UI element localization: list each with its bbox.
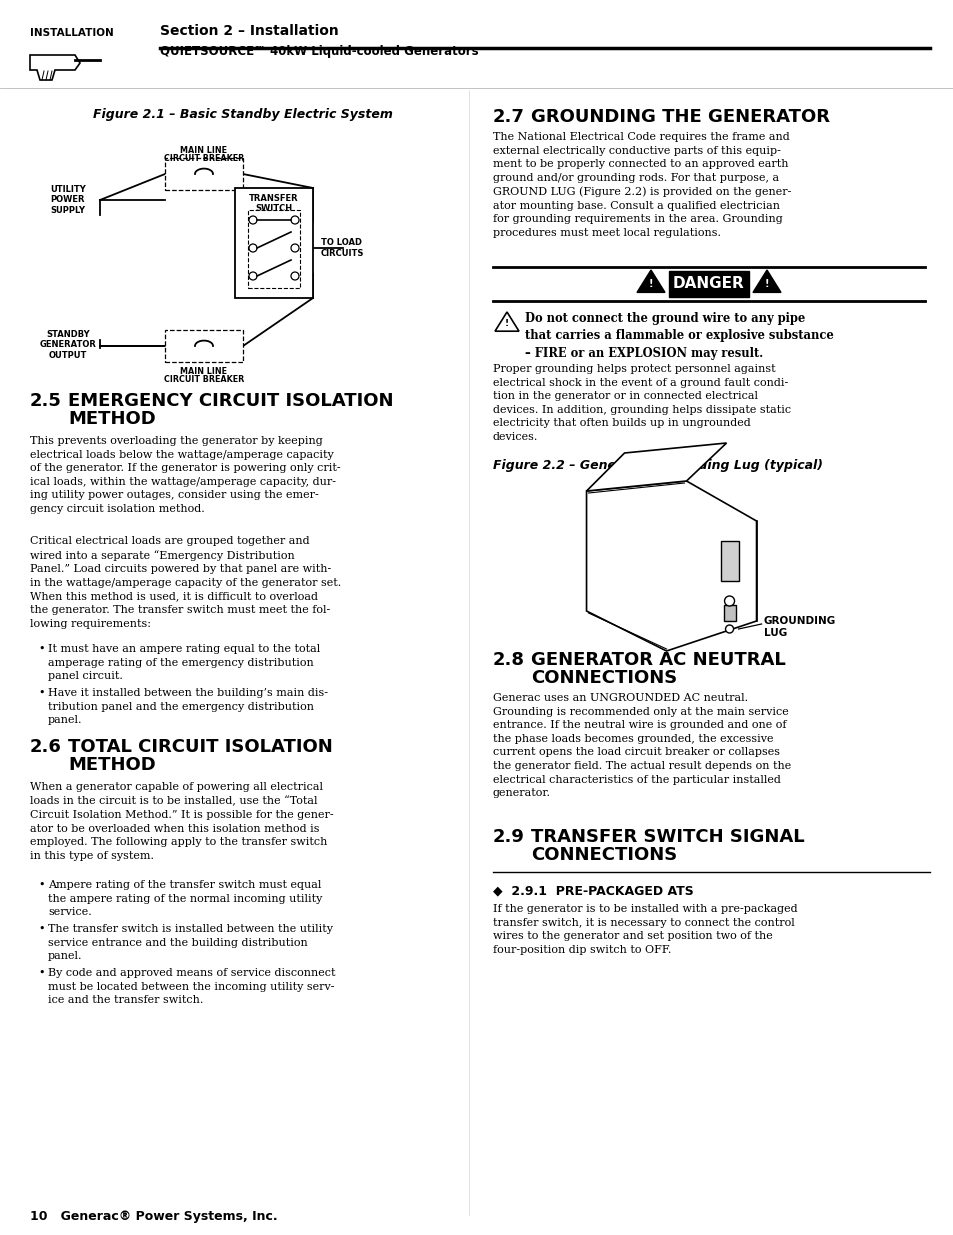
- Text: GROUNDING
LUG: GROUNDING LUG: [762, 616, 835, 637]
- Polygon shape: [495, 312, 518, 331]
- Polygon shape: [586, 443, 726, 492]
- Text: METHOD: METHOD: [68, 756, 155, 774]
- Text: The National Electrical Code requires the frame and
external electrically conduc: The National Electrical Code requires th…: [493, 132, 791, 238]
- Text: It must have an ampere rating equal to the total
amperage rating of the emergenc: It must have an ampere rating equal to t…: [48, 643, 320, 682]
- Bar: [720, 541, 738, 580]
- Bar: [722, 605, 735, 621]
- Text: 10   Generac® Power Systems, Inc.: 10 Generac® Power Systems, Inc.: [30, 1210, 277, 1223]
- Text: Figure 2.2 – Generator Grounding Lug (typical): Figure 2.2 – Generator Grounding Lug (ty…: [493, 459, 822, 472]
- Text: TRANSFER
SWITCH: TRANSFER SWITCH: [249, 194, 298, 214]
- Bar: [165, 330, 243, 362]
- Text: CONNECTIONS: CONNECTIONS: [531, 669, 677, 687]
- Text: By code and approved means of service disconnect
must be located between the inc: By code and approved means of service di…: [48, 968, 335, 1005]
- Text: !: !: [764, 279, 768, 289]
- Text: Do not connect the ground wire to any pipe
that carries a flammable or explosive: Do not connect the ground wire to any pi…: [524, 312, 833, 359]
- Text: QUIETSOURCE™ 40kW Liquid-cooled Generators: QUIETSOURCE™ 40kW Liquid-cooled Generato…: [160, 44, 478, 58]
- Text: Critical electrical loads are grouped together and
wired into a separate “Emerge: Critical electrical loads are grouped to…: [30, 536, 341, 629]
- Text: INSTALLATION: INSTALLATION: [30, 28, 113, 38]
- Text: GENERATOR AC NEUTRAL: GENERATOR AC NEUTRAL: [531, 651, 785, 669]
- Text: •: •: [38, 881, 45, 890]
- Circle shape: [249, 245, 256, 252]
- Text: Generac uses an UNGROUNDED AC neutral.
Grounding is recommended only at the main: Generac uses an UNGROUNDED AC neutral. G…: [493, 693, 790, 798]
- Text: Figure 2.1 – Basic Standby Electric System: Figure 2.1 – Basic Standby Electric Syst…: [92, 107, 392, 121]
- Text: •: •: [38, 688, 45, 698]
- Polygon shape: [637, 270, 664, 293]
- Text: 2.5: 2.5: [30, 391, 62, 410]
- Text: •: •: [38, 643, 45, 655]
- Circle shape: [291, 245, 298, 252]
- Bar: [234, 188, 313, 298]
- Text: UTILITY
POWER
SUPPLY: UTILITY POWER SUPPLY: [51, 185, 86, 215]
- Text: Ampere rating of the transfer switch must equal
the ampere rating of the normal : Ampere rating of the transfer switch mus…: [48, 881, 322, 918]
- Text: CIRCUIT BREAKER: CIRCUIT BREAKER: [164, 154, 244, 163]
- Text: GROUNDING THE GENERATOR: GROUNDING THE GENERATOR: [531, 107, 829, 126]
- Text: TO LOAD
CIRCUITS: TO LOAD CIRCUITS: [320, 238, 364, 258]
- Circle shape: [249, 272, 256, 280]
- Text: •: •: [38, 968, 45, 978]
- Text: Proper grounding helps protect personnel against
electrical shock in the event o: Proper grounding helps protect personnel…: [493, 364, 790, 442]
- Bar: [0, 0, 953, 88]
- Text: METHOD: METHOD: [68, 410, 155, 429]
- Text: CONNECTIONS: CONNECTIONS: [531, 846, 677, 864]
- Text: CIRCUIT BREAKER: CIRCUIT BREAKER: [164, 375, 244, 384]
- Circle shape: [725, 625, 733, 634]
- Text: !: !: [648, 279, 653, 289]
- Bar: [248, 210, 299, 288]
- Text: MAIN LINE: MAIN LINE: [180, 146, 227, 156]
- Text: MAIN LINE: MAIN LINE: [180, 367, 227, 375]
- Text: STANDBY
GENERATOR
OUTPUT: STANDBY GENERATOR OUTPUT: [39, 330, 96, 359]
- Text: !: !: [504, 320, 509, 329]
- Polygon shape: [752, 270, 781, 293]
- Circle shape: [723, 597, 734, 606]
- Bar: [668, 270, 748, 296]
- Circle shape: [249, 216, 256, 224]
- Text: 2.7: 2.7: [493, 107, 524, 126]
- Polygon shape: [586, 480, 756, 651]
- Text: EMERGENCY CIRCUIT ISOLATION: EMERGENCY CIRCUIT ISOLATION: [68, 391, 393, 410]
- Text: DANGER: DANGER: [673, 277, 744, 291]
- Text: ◆  2.9.1  PRE-PACKAGED ATS: ◆ 2.9.1 PRE-PACKAGED ATS: [493, 884, 693, 897]
- Text: 2.6: 2.6: [30, 739, 62, 756]
- Text: TOTAL CIRCUIT ISOLATION: TOTAL CIRCUIT ISOLATION: [68, 739, 333, 756]
- Text: If the generator is to be installed with a pre-packaged
transfer switch, it is n: If the generator is to be installed with…: [493, 904, 797, 955]
- Text: 2.9: 2.9: [493, 827, 524, 846]
- Circle shape: [291, 216, 298, 224]
- Text: 2.8: 2.8: [493, 651, 524, 669]
- Text: The transfer switch is installed between the utility
service entrance and the bu: The transfer switch is installed between…: [48, 924, 333, 961]
- Circle shape: [291, 272, 298, 280]
- Bar: [165, 158, 243, 190]
- Text: TRANSFER SWITCH SIGNAL: TRANSFER SWITCH SIGNAL: [531, 827, 803, 846]
- Text: Have it installed between the building’s main dis-
tribution panel and the emerg: Have it installed between the building’s…: [48, 688, 328, 725]
- Text: •: •: [38, 924, 45, 934]
- Text: This prevents overloading the generator by keeping
electrical loads below the wa: This prevents overloading the generator …: [30, 436, 340, 514]
- Text: When a generator capable of powering all electrical
loads in the circuit is to b: When a generator capable of powering all…: [30, 782, 334, 861]
- Text: Section 2 – Installation: Section 2 – Installation: [160, 23, 338, 38]
